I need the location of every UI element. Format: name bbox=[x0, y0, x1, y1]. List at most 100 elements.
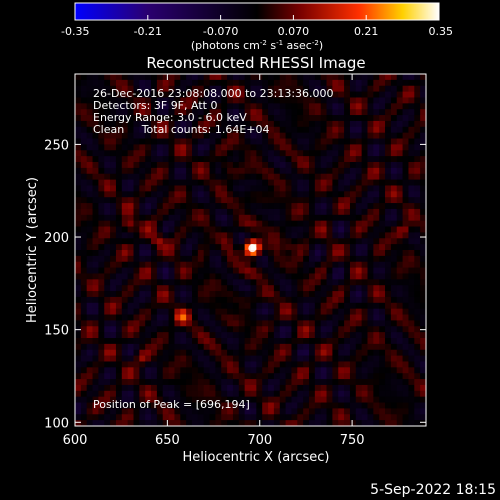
heatmap-cell bbox=[174, 91, 181, 98]
heatmap-cell bbox=[127, 173, 134, 180]
heatmap-cell bbox=[145, 355, 152, 362]
heatmap-cell bbox=[156, 185, 164, 192]
heatmap-cell bbox=[268, 414, 275, 421]
heatmap-cell bbox=[192, 179, 199, 186]
heatmap-cell bbox=[244, 396, 251, 403]
heatmap-cell bbox=[408, 379, 415, 386]
heatmap-cell bbox=[209, 408, 216, 415]
heatmap-cell bbox=[115, 273, 123, 280]
heatmap-cell bbox=[156, 279, 164, 286]
heatmap-cell bbox=[361, 349, 368, 356]
heatmap-cell bbox=[162, 402, 169, 409]
heatmap-cell bbox=[168, 420, 175, 427]
heatmap-cell bbox=[197, 208, 204, 216]
heatmap-cell bbox=[390, 308, 398, 315]
heatmap-cell bbox=[192, 367, 199, 374]
heatmap-cell bbox=[98, 138, 105, 145]
heatmap-cell bbox=[186, 179, 193, 186]
heatmap-cell bbox=[174, 173, 181, 180]
heatmap-cell bbox=[326, 162, 333, 169]
heatmap-cell bbox=[256, 156, 263, 163]
heatmap-cell bbox=[227, 162, 234, 169]
heatmap-cell bbox=[355, 355, 362, 362]
heatmap-cell bbox=[349, 115, 357, 122]
heatmap-cell bbox=[344, 408, 351, 415]
heatmap-cell bbox=[227, 150, 234, 157]
heatmap-cell bbox=[133, 320, 140, 327]
heatmap-cell bbox=[168, 185, 175, 192]
heatmap-cell bbox=[203, 91, 210, 98]
heatmap-cell bbox=[297, 109, 304, 116]
heatmap-cell bbox=[139, 320, 146, 327]
heatmap-cell bbox=[192, 402, 199, 409]
heatmap-cell bbox=[309, 156, 316, 163]
heatmap-cell bbox=[145, 361, 152, 368]
heatmap-cell bbox=[320, 267, 327, 274]
heatmap-cell bbox=[209, 273, 216, 280]
heatmap-cell bbox=[291, 355, 298, 362]
heatmap-cell bbox=[379, 156, 386, 163]
heatmap-cell bbox=[326, 197, 333, 204]
heatmap-cell bbox=[232, 167, 240, 175]
heatmap-cell bbox=[396, 355, 403, 362]
heatmap-cell bbox=[98, 79, 105, 87]
heatmap-cell bbox=[110, 332, 117, 339]
heatmap-cell bbox=[390, 261, 398, 268]
heatmap-cell bbox=[151, 197, 158, 204]
heatmap-cell bbox=[268, 390, 275, 397]
heatmap-cell bbox=[385, 355, 392, 362]
heatmap-cell bbox=[314, 308, 321, 315]
heatmap-cell bbox=[309, 144, 316, 151]
heatmap-cell bbox=[151, 408, 158, 415]
heatmap-cell bbox=[414, 402, 421, 409]
heatmap-cell bbox=[420, 197, 427, 204]
heatmap-cell bbox=[303, 250, 310, 257]
heatmap-cell bbox=[273, 185, 281, 192]
heatmap-cell bbox=[285, 150, 292, 157]
heatmap-cell bbox=[285, 232, 292, 239]
heatmap-cell bbox=[215, 338, 222, 345]
heatmap-cell bbox=[256, 191, 263, 198]
heatmap-cell bbox=[168, 320, 175, 327]
heatmap-cell bbox=[227, 244, 234, 251]
heatmap-cell bbox=[244, 338, 251, 345]
heatmap-cell bbox=[367, 220, 374, 227]
heatmap-cell bbox=[285, 162, 292, 169]
heatmap-cell bbox=[297, 214, 304, 221]
heatmap-cell bbox=[314, 85, 321, 92]
heatmap-cell bbox=[285, 132, 292, 139]
heatmap-cell bbox=[232, 109, 240, 116]
heatmap-cell bbox=[309, 384, 316, 392]
heatmap-cell bbox=[256, 320, 263, 327]
heatmap-cell bbox=[168, 97, 175, 104]
heatmap-cell bbox=[414, 173, 421, 180]
heatmap-cell bbox=[156, 273, 164, 280]
heatmap-cell bbox=[379, 103, 386, 110]
heatmap-cell bbox=[186, 226, 193, 233]
heatmap-cell bbox=[203, 214, 210, 221]
heatmap-cell bbox=[279, 173, 286, 180]
heatmap-cell bbox=[408, 220, 415, 227]
heatmap-cell bbox=[145, 138, 152, 145]
heatmap-cell bbox=[373, 420, 380, 427]
heatmap-cell bbox=[408, 179, 415, 186]
heatmap-cell bbox=[133, 115, 140, 122]
heatmap-cell bbox=[408, 285, 415, 292]
heatmap-cell bbox=[145, 109, 152, 116]
heatmap-cell bbox=[314, 109, 321, 116]
heatmap-cell bbox=[244, 349, 251, 356]
heatmap-cell bbox=[121, 226, 128, 233]
heatmap-cell bbox=[268, 185, 275, 192]
heatmap-cell bbox=[186, 367, 193, 374]
heatmap-cell bbox=[92, 250, 99, 257]
heatmap-cell bbox=[420, 373, 427, 380]
heatmap-cell bbox=[408, 138, 415, 145]
heatmap-cell bbox=[221, 320, 228, 327]
heatmap-cell bbox=[320, 103, 327, 110]
heatmap-cell bbox=[98, 74, 105, 81]
heatmap-cell bbox=[86, 167, 93, 175]
heatmap-cell bbox=[168, 308, 175, 315]
heatmap-cell bbox=[297, 285, 304, 292]
heatmap-cell bbox=[396, 273, 403, 280]
heatmap-cell bbox=[115, 91, 123, 98]
